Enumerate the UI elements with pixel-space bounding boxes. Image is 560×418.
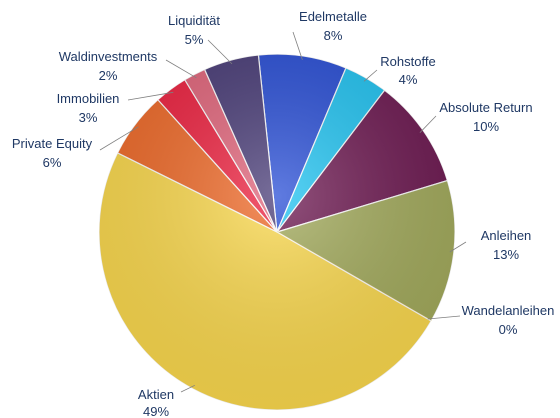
label-rohstoffe-value: 4% xyxy=(399,72,418,87)
label-absolute-return-value: 10% xyxy=(473,119,499,134)
label-liquiditaet-name: Liquidität xyxy=(168,13,220,28)
leader-line-anleihen xyxy=(449,241,467,253)
label-edelmetalle-value: 8% xyxy=(324,28,343,43)
label-aktien-name: Aktien xyxy=(138,387,174,402)
label-private-equity-name: Private Equity xyxy=(12,136,93,151)
leader-lines xyxy=(99,31,467,393)
label-aktien-value: 49% xyxy=(143,404,169,418)
leader-line-private-equity xyxy=(99,126,139,151)
label-liquiditaet-value: 5% xyxy=(185,32,204,47)
leader-line-liquidität xyxy=(207,39,233,65)
label-waldinvestments-value: 2% xyxy=(99,68,118,83)
label-private-equity-value: 6% xyxy=(43,155,62,170)
label-immobilien-value: 3% xyxy=(79,110,98,125)
label-edelmetalle-name: Edelmetalle xyxy=(299,9,367,24)
leader-line-immobilien xyxy=(127,91,174,101)
label-rohstoffe-name: Rohstoffe xyxy=(380,54,435,69)
label-anleihen-value: 13% xyxy=(493,247,519,262)
label-anleihen-name: Anleihen xyxy=(481,228,532,243)
label-immobilien-name: Immobilien xyxy=(57,91,120,106)
pie-slices xyxy=(98,53,456,411)
leader-line-aktien xyxy=(180,384,195,393)
leader-line-waldinvestments xyxy=(165,59,197,79)
leader-line-wandelanleihen xyxy=(427,315,461,320)
label-absolute-return-name: Absolute Return xyxy=(439,100,532,115)
leader-line-rohstoffe xyxy=(363,69,378,82)
label-waldinvestments-name: Waldinvestments xyxy=(59,49,158,64)
label-wandelanleihen-value: 0% xyxy=(499,322,518,337)
leader-line-edelmetalle xyxy=(292,31,303,61)
label-wandelanleihen-name: Wandelanleihen xyxy=(462,303,555,318)
leader-line-absolute-return xyxy=(419,115,437,133)
